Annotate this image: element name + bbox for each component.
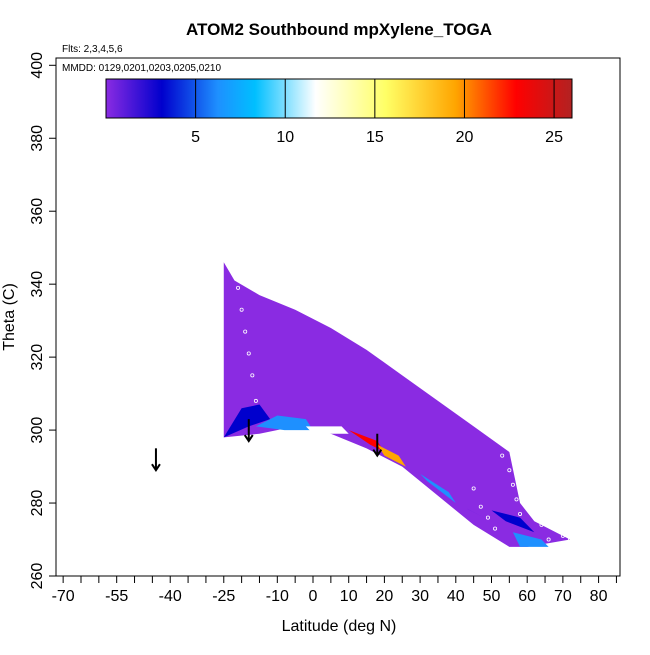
sample-point-3: [243, 329, 248, 334]
y-tick-label-5: 360: [29, 198, 46, 225]
x-tick-label-2: -40: [159, 588, 182, 605]
arrow-marker-1: [243, 419, 254, 443]
x-tick-label-4: -10: [266, 588, 289, 605]
sample-point-21: [471, 486, 476, 491]
sample-point-8: [446, 391, 451, 396]
colorbar-tick-label-3: 20: [456, 129, 474, 146]
arrow-marker-0: [151, 448, 161, 473]
concentration-field: [223, 262, 571, 547]
sample-point-4: [246, 351, 251, 356]
x-tick-label-9: 40: [447, 588, 465, 605]
y-tick-label-1: 280: [29, 490, 46, 517]
sample-point-7: [446, 362, 451, 367]
sample-point-0: [232, 263, 237, 268]
x-tick-label-5: 0: [309, 588, 318, 605]
x-axis-label: Latitude (deg N): [282, 618, 397, 635]
sample-point-22: [478, 504, 483, 509]
field-patch-6: [491, 510, 535, 533]
x-tick-label-3: -25: [212, 588, 235, 605]
field-patch-4: [377, 444, 406, 467]
x-tick-label-10: 50: [483, 588, 501, 605]
sample-point-13: [518, 511, 523, 516]
x-tick-label-0: -70: [52, 588, 75, 605]
y-axis-label: Theta (C): [1, 283, 18, 351]
plot-frame: [55, 57, 621, 577]
sample-point-2: [239, 307, 244, 312]
sample-point-10: [507, 468, 512, 473]
sample-point-5: [250, 373, 255, 378]
sample-point-16: [535, 508, 540, 513]
field-patch-5: [420, 473, 456, 504]
sample-point-20: [568, 537, 573, 542]
x-tick-label-12: 70: [554, 588, 572, 605]
colorbar-gradient: [105, 78, 573, 119]
x-tick-label-7: 20: [376, 588, 394, 605]
sample-point-6: [253, 398, 258, 403]
x-tick-label-8: 30: [411, 588, 429, 605]
sample-point-1: [236, 285, 241, 290]
sample-point-12: [514, 497, 519, 502]
field-patch-3: [348, 430, 385, 452]
sample-point-17: [539, 522, 544, 527]
colorbar-tick-label-1: 10: [276, 129, 294, 146]
sample-point-15: [532, 493, 537, 498]
field-patch-2: [305, 426, 349, 434]
y-tick-label-6: 380: [29, 125, 46, 152]
y-tick-label-2: 300: [29, 417, 46, 444]
x-tick-label-6: 10: [340, 588, 358, 605]
flights-annotation: Flts: 2,3,4,5,6: [62, 44, 123, 55]
y-tick-label-4: 340: [29, 271, 46, 298]
sample-point-23: [485, 515, 490, 520]
x-tick-label-1: -55: [105, 588, 128, 605]
field-patch-0: [223, 404, 271, 438]
sample-point-14: [525, 475, 530, 480]
x-tick-label-11: 60: [518, 588, 536, 605]
sample-point-9: [500, 453, 505, 458]
field-patch-1: [255, 415, 314, 431]
y-tick-label-0: 260: [29, 563, 46, 590]
sample-point-11: [510, 482, 515, 487]
colorbar-tick-label-2: 15: [366, 129, 384, 146]
sample-point-24: [493, 526, 498, 531]
dates-annotation: MMDD: 0129,0201,0203,0205,0210: [62, 63, 221, 74]
colorbar: 5 10 15 20 25: [105, 78, 573, 146]
arrow-marker-2: [372, 433, 383, 458]
x-tick-label-13: 80: [590, 588, 608, 605]
sample-point-18: [546, 537, 551, 542]
chart-title: ATOM2 Southbound mpXylene_TOGA: [186, 20, 492, 39]
y-tick-label-7: 400: [29, 52, 46, 79]
y-tick-label-3: 320: [29, 344, 46, 371]
sample-point-19: [560, 533, 565, 538]
colorbar-tick-label-4: 25: [545, 129, 563, 146]
field-patch-8: [512, 532, 549, 547]
colorbar-tick-label-0: 5: [191, 129, 200, 146]
